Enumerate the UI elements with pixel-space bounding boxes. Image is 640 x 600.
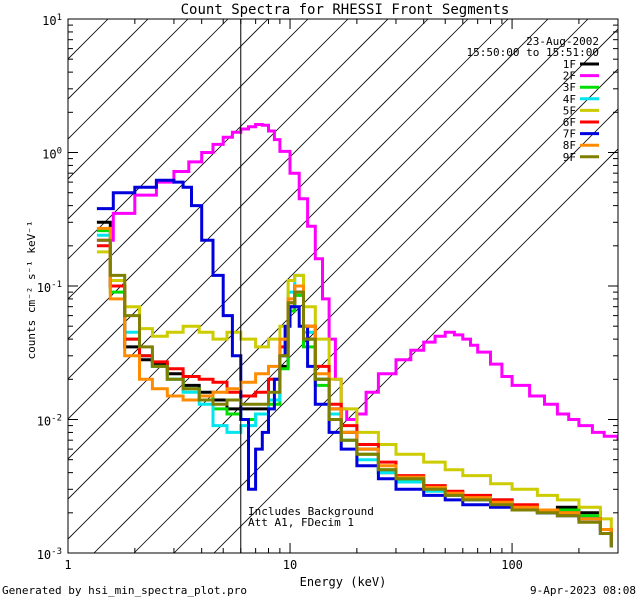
series-1F [96, 220, 613, 543]
time-range: 15:50:00 to 15:51:00 [467, 46, 599, 59]
series-3F [96, 229, 613, 543]
series-8F [96, 226, 613, 543]
series-9F [96, 238, 613, 548]
footer-timestamp: 9-Apr-2023 08:08 [530, 584, 636, 597]
background-note: Includes Background [248, 505, 374, 518]
attenuator-note: Att A1, FDecim 1 [248, 516, 354, 529]
x-tick-label-1: 10 [283, 558, 297, 572]
legend-label-4F: 4F [563, 93, 576, 106]
legend-label-3F: 3F [563, 81, 576, 94]
axis-ticks: 1 10 100 10-3 10-2 10-1 100 101 [37, 13, 619, 572]
y-axis-label: counts cm⁻² s⁻¹ keV⁻¹ [25, 220, 38, 359]
legend-label-7F: 7F [563, 128, 576, 141]
y-tick-label-1: 10-2 [37, 414, 62, 429]
y-tick-label-4: 101 [42, 13, 62, 28]
legend-label-2F: 2F [563, 70, 576, 83]
observation-date: 23-Aug-2002 [526, 35, 599, 48]
legend-label-8F: 8F [563, 139, 576, 152]
footer-generator: Generated by hsi_min_spectra_plot.pro [2, 584, 247, 597]
y-tick-label-0: 10-3 [37, 547, 62, 562]
plot-frame [67, 18, 619, 554]
series-layer [96, 123, 618, 548]
legend-label-9F: 9F [563, 151, 576, 164]
x-tick-label-0: 1 [64, 558, 71, 572]
legend-label-1F: 1F [563, 58, 576, 71]
legend-label-5F: 5F [563, 104, 576, 117]
y-tick-label-2: 10-1 [37, 280, 62, 295]
legend-label-6F: 6F [563, 116, 576, 129]
series-4F [96, 233, 613, 548]
x-axis-label: Energy (keV) [300, 575, 387, 589]
excluded-energy-hatch [68, 19, 618, 553]
chart-title: Count Spectra for RHESSI Front Segments [181, 2, 510, 18]
series-2F [96, 123, 618, 441]
series-7F [96, 178, 613, 548]
y-tick-label-3: 100 [42, 147, 62, 162]
x-tick-label-2: 100 [501, 558, 523, 572]
series-6F [96, 244, 613, 543]
